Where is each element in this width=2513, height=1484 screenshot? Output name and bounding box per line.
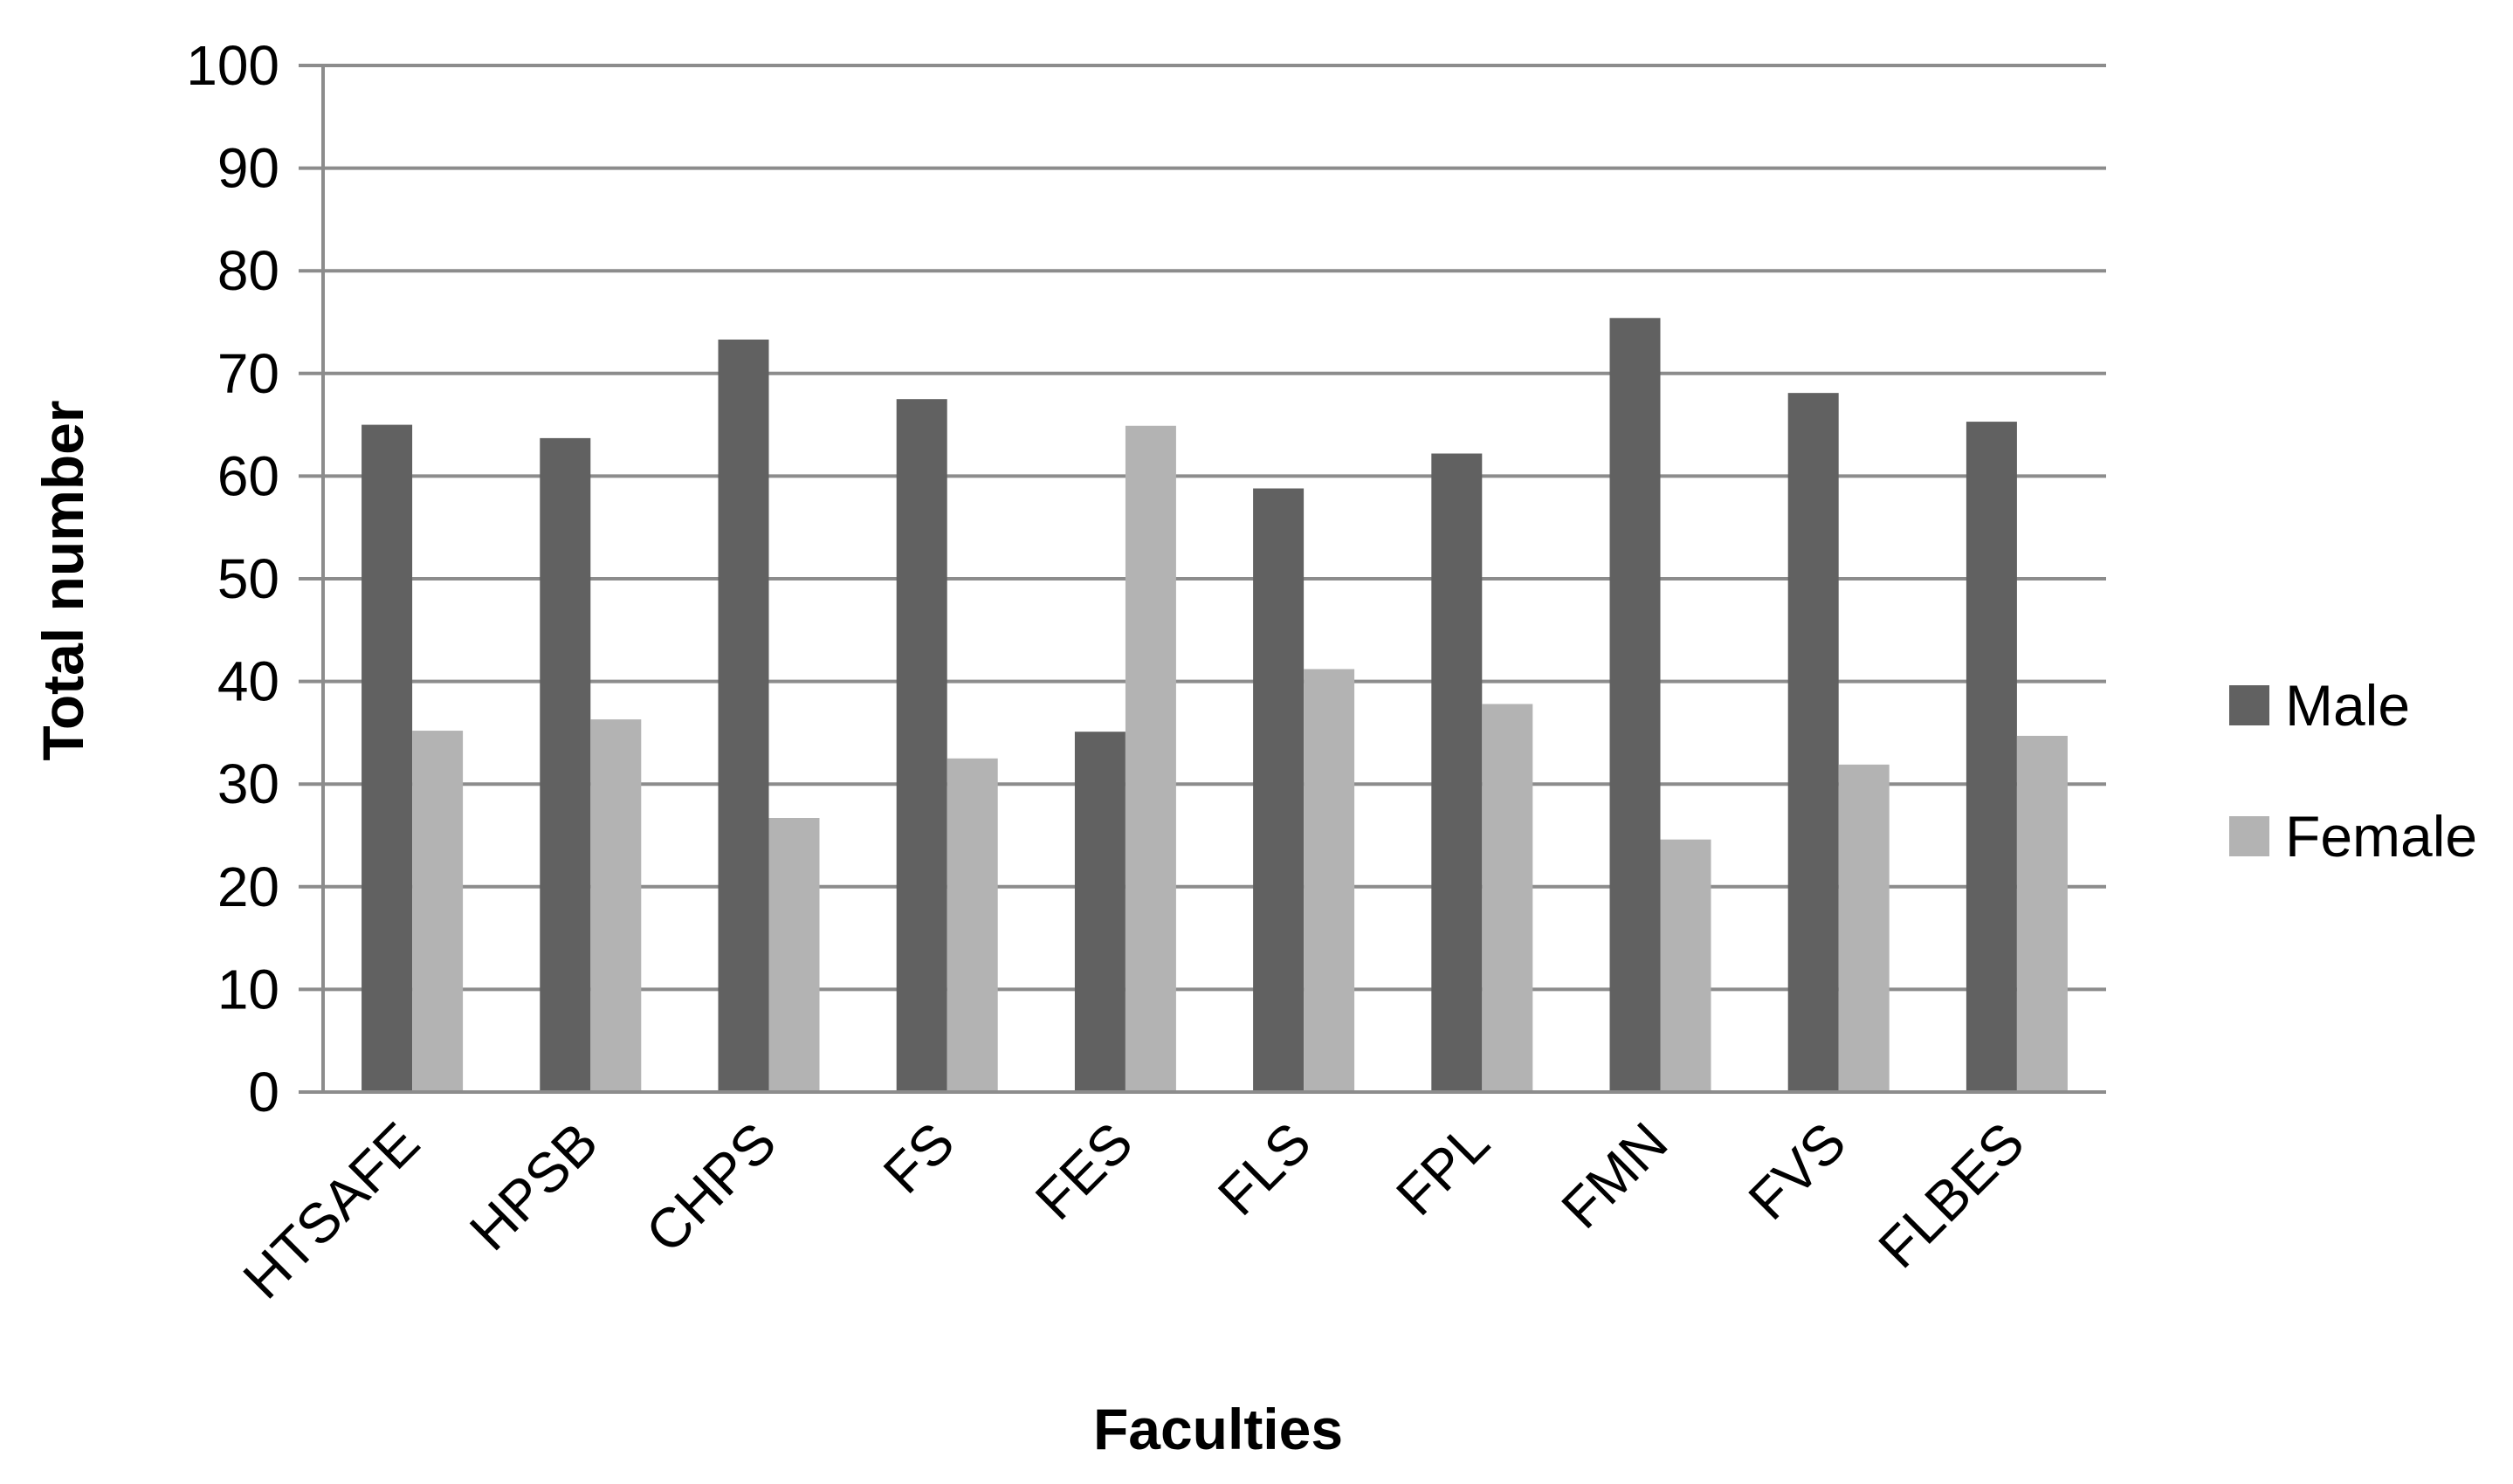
y-tick-label: 90 [217,137,279,200]
bar-female-hpsb [590,719,642,1092]
y-tick-label: 30 [217,752,279,815]
y-tick-label: 50 [217,547,279,610]
y-tick-label: 60 [217,444,279,507]
y-tick-label: 40 [217,650,279,713]
bar-male-flbes [1966,422,2017,1092]
y-tick-labels: 0 10 20 30 40 50 60 70 80 90 100 [186,34,279,1123]
x-tick-label: FLS [1206,1110,1323,1227]
bar-female-chps [768,818,820,1092]
bar-male-fes [1074,732,1126,1092]
bar-female-fes [1125,425,1176,1092]
bar-male-fs [896,399,947,1092]
x-tick-labels: HTSAFE HPSB CHPS FS FES FLS FPL FMN FVS FLBES [231,1110,2036,1310]
bar-male-fmn [1609,318,1661,1092]
legend-swatch-female [2229,816,2269,856]
y-tick-label: 10 [217,958,279,1020]
y-tick-label: 80 [217,239,279,302]
legend: Male Female [2229,673,2477,869]
y-tick-label: 0 [248,1061,279,1123]
x-tick-label: FVS [1737,1110,1858,1232]
bar-male-fls [1253,488,1305,1092]
y-tick-label: 20 [217,855,279,918]
x-axis-title: Faculties [1093,1397,1343,1461]
x-tick-label: CHPS [634,1110,788,1265]
bar-female-fpl [1482,704,1533,1092]
legend-label-male: Male [2285,673,2410,738]
x-tick-label: FS [871,1110,967,1206]
x-tick-label: HTSAFE [231,1110,431,1310]
bar-female-fmn [1660,839,1711,1092]
axes [299,65,2106,1094]
bar-female-htsafe [412,731,464,1092]
bar-female-flbes [2016,735,2068,1092]
x-tick-label: FMN [1549,1110,1679,1240]
bar-male-fpl [1431,453,1483,1092]
legend-label-female: Female [2285,804,2477,869]
bar-male-fvs [1787,393,1839,1092]
bar-female-fs [947,758,998,1092]
x-tick-label: HPSB [458,1110,609,1262]
y-tick-label: 100 [186,34,279,97]
bar-female-fvs [1838,764,1890,1092]
y-tick-label: 70 [217,342,279,405]
bar-male-htsafe [361,424,413,1093]
bar-female-fls [1304,669,1355,1092]
x-tick-label: FLBES [1867,1110,2036,1280]
bar-male-hpsb [540,437,591,1092]
legend-swatch-male [2229,685,2269,725]
bars [361,318,2068,1093]
x-tick-label: FES [1023,1110,1145,1232]
bar-male-chps [718,339,769,1092]
y-axis-title: Total number [31,400,95,760]
x-tick-label: FPL [1384,1110,1501,1227]
